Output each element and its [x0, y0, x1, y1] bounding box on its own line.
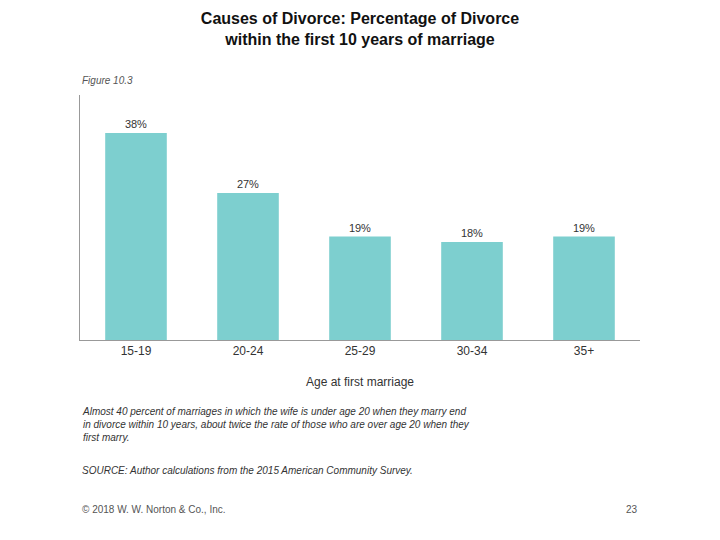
svg-text:SOURCE: Author calculations fr: SOURCE: Author calculations from the 201… [82, 465, 413, 476]
svg-text:27%: 27% [237, 178, 259, 190]
svg-text:30-34: 30-34 [457, 344, 488, 358]
svg-text:35+: 35+ [574, 344, 594, 358]
svg-text:Figure 10.3: Figure 10.3 [82, 75, 133, 86]
svg-text:Causes of Divorce: Percentage: Causes of Divorce: Percentage of Divorce… [201, 10, 519, 48]
svg-text:© 2018 W. W. Norton & Co., Inc: © 2018 W. W. Norton & Co., Inc. [82, 504, 226, 515]
svg-text:18%: 18% [461, 227, 483, 239]
svg-text:19%: 19% [573, 222, 595, 234]
svg-text:38%: 38% [125, 118, 147, 130]
svg-text:Age at first marriage: Age at first marriage [306, 375, 414, 389]
svg-text:20-24: 20-24 [233, 344, 264, 358]
svg-text:23: 23 [626, 504, 638, 515]
svg-text:15-19: 15-19 [121, 344, 152, 358]
svg-text:25-29: 25-29 [345, 344, 376, 358]
svg-text:19%: 19% [349, 222, 371, 234]
svg-text:Almost 40 percent of marriages: Almost 40 percent of marriages in which … [82, 406, 470, 443]
